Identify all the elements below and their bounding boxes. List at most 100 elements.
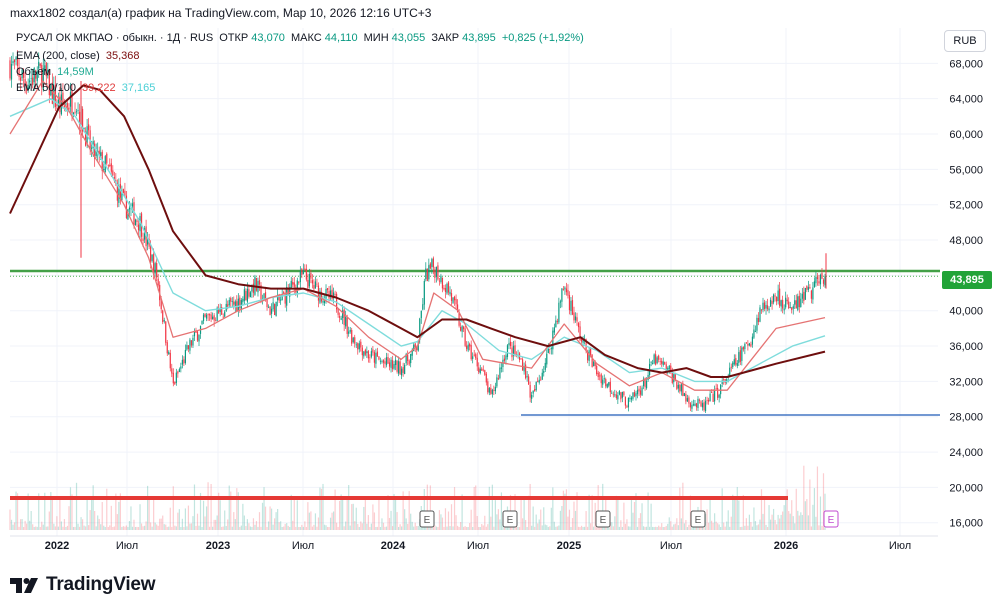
candle-body xyxy=(322,301,324,303)
candle-body xyxy=(150,245,152,263)
time-tick-label: Июл xyxy=(660,540,682,552)
legend-open-label: ОТКР xyxy=(219,32,249,44)
volume-bar xyxy=(549,526,551,530)
volume-bar xyxy=(682,482,684,530)
volume-bar xyxy=(264,506,267,530)
candle-body xyxy=(763,302,766,309)
volume-bar xyxy=(511,526,513,530)
volume-bar xyxy=(145,521,147,530)
volume-bar xyxy=(387,495,389,530)
volume-bar xyxy=(748,514,750,530)
volume-bar xyxy=(816,466,819,530)
volume-bar xyxy=(620,520,622,530)
candle-body xyxy=(367,351,369,359)
candle-body xyxy=(815,276,817,284)
candle-body xyxy=(697,398,699,409)
volume-bar xyxy=(583,526,586,530)
currency-button[interactable]: RUB xyxy=(944,30,986,52)
legend-symbol[interactable]: РУСАЛ ОК МКПАО · обыкн. · 1Д · RUS xyxy=(16,32,214,44)
candle-body xyxy=(133,202,135,226)
volume-bar xyxy=(484,515,486,530)
volume-bar xyxy=(156,524,158,530)
volume-bar xyxy=(800,512,802,530)
candle-body xyxy=(407,354,409,362)
volume-bar xyxy=(390,510,392,530)
candle-body xyxy=(9,60,11,79)
candle-body xyxy=(18,67,20,77)
volume-bar xyxy=(606,526,608,530)
candle-body xyxy=(399,361,401,375)
candle-body xyxy=(299,270,301,283)
candle-body xyxy=(553,327,555,333)
price-axis[interactable]: 68,00064,00060,00056,00052,00048,00044,0… xyxy=(949,58,983,529)
volume-bar xyxy=(233,512,235,530)
candle-body xyxy=(272,302,274,310)
volume-bar xyxy=(394,497,397,530)
tradingview-logo[interactable]: TradingView xyxy=(10,574,156,596)
candle-body xyxy=(269,306,271,316)
volume-bar xyxy=(435,526,438,530)
volume-bar xyxy=(299,526,301,530)
candle-body xyxy=(260,285,262,302)
volume-bar xyxy=(177,512,179,530)
earnings-marker[interactable]: E xyxy=(502,510,518,528)
candle-body xyxy=(788,301,790,309)
volume-bar xyxy=(65,526,67,530)
volume-bar xyxy=(316,526,318,530)
earnings-marker[interactable]: E xyxy=(823,510,839,528)
volume-bar xyxy=(413,526,415,530)
volume-bar xyxy=(68,506,70,530)
earnings-marker-label: E xyxy=(828,515,835,526)
candle-body xyxy=(263,293,265,299)
volume-bar xyxy=(772,508,775,530)
candle-body xyxy=(576,317,578,322)
volume-bar xyxy=(391,526,394,530)
candle-body xyxy=(348,331,350,334)
candle-body xyxy=(511,347,513,358)
volume-bar xyxy=(727,510,729,530)
candle-body xyxy=(714,389,716,402)
volume-bar xyxy=(326,526,329,530)
candle-body xyxy=(440,275,442,282)
volume-bar xyxy=(258,512,261,530)
candle-body xyxy=(35,70,37,79)
volume-bar xyxy=(19,519,22,530)
volume-bar xyxy=(803,465,805,530)
volume-bar xyxy=(130,506,132,530)
candle-body xyxy=(190,340,193,346)
volume-bar xyxy=(131,526,134,530)
candle-body xyxy=(534,389,536,392)
volume-bar xyxy=(187,505,190,530)
earnings-marker[interactable]: E xyxy=(419,510,435,528)
volume-bar xyxy=(269,506,271,530)
candle-body xyxy=(503,358,506,361)
time-axis[interactable]: 2022 Июл 2023 Июл 2024 Июл 2025 Июл 2026 Июл xyxy=(45,540,911,552)
volume-bar xyxy=(732,494,734,530)
volume-bar xyxy=(636,526,639,530)
volume-bar xyxy=(496,514,498,530)
candle-body xyxy=(670,365,672,372)
earnings-marker[interactable]: E xyxy=(690,510,706,528)
candle-body xyxy=(596,365,598,375)
candle-body xyxy=(290,280,292,289)
earnings-marker[interactable]: E xyxy=(595,510,611,528)
volume-bar xyxy=(531,525,533,530)
candle-body xyxy=(748,343,750,346)
volume-bar xyxy=(753,507,755,530)
candle-body xyxy=(248,289,250,297)
legend-volume-row[interactable]: Объем 14,59M xyxy=(16,66,97,78)
legend-ema200-row[interactable]: EMA (200, close) 35,368 xyxy=(16,50,142,62)
volume-bar xyxy=(66,525,69,530)
candle-body xyxy=(416,347,418,351)
volume-bar xyxy=(171,526,173,530)
candle-body xyxy=(562,288,565,290)
candle-body xyxy=(701,403,704,408)
volume-bar xyxy=(493,526,495,530)
volume-bar xyxy=(15,491,17,530)
volume-bar xyxy=(270,508,273,530)
candle-body xyxy=(603,378,605,380)
legend-ema-pair-row[interactable]: EMA 50/100 39,222 37,165 xyxy=(16,82,158,94)
candle-body xyxy=(531,394,533,399)
